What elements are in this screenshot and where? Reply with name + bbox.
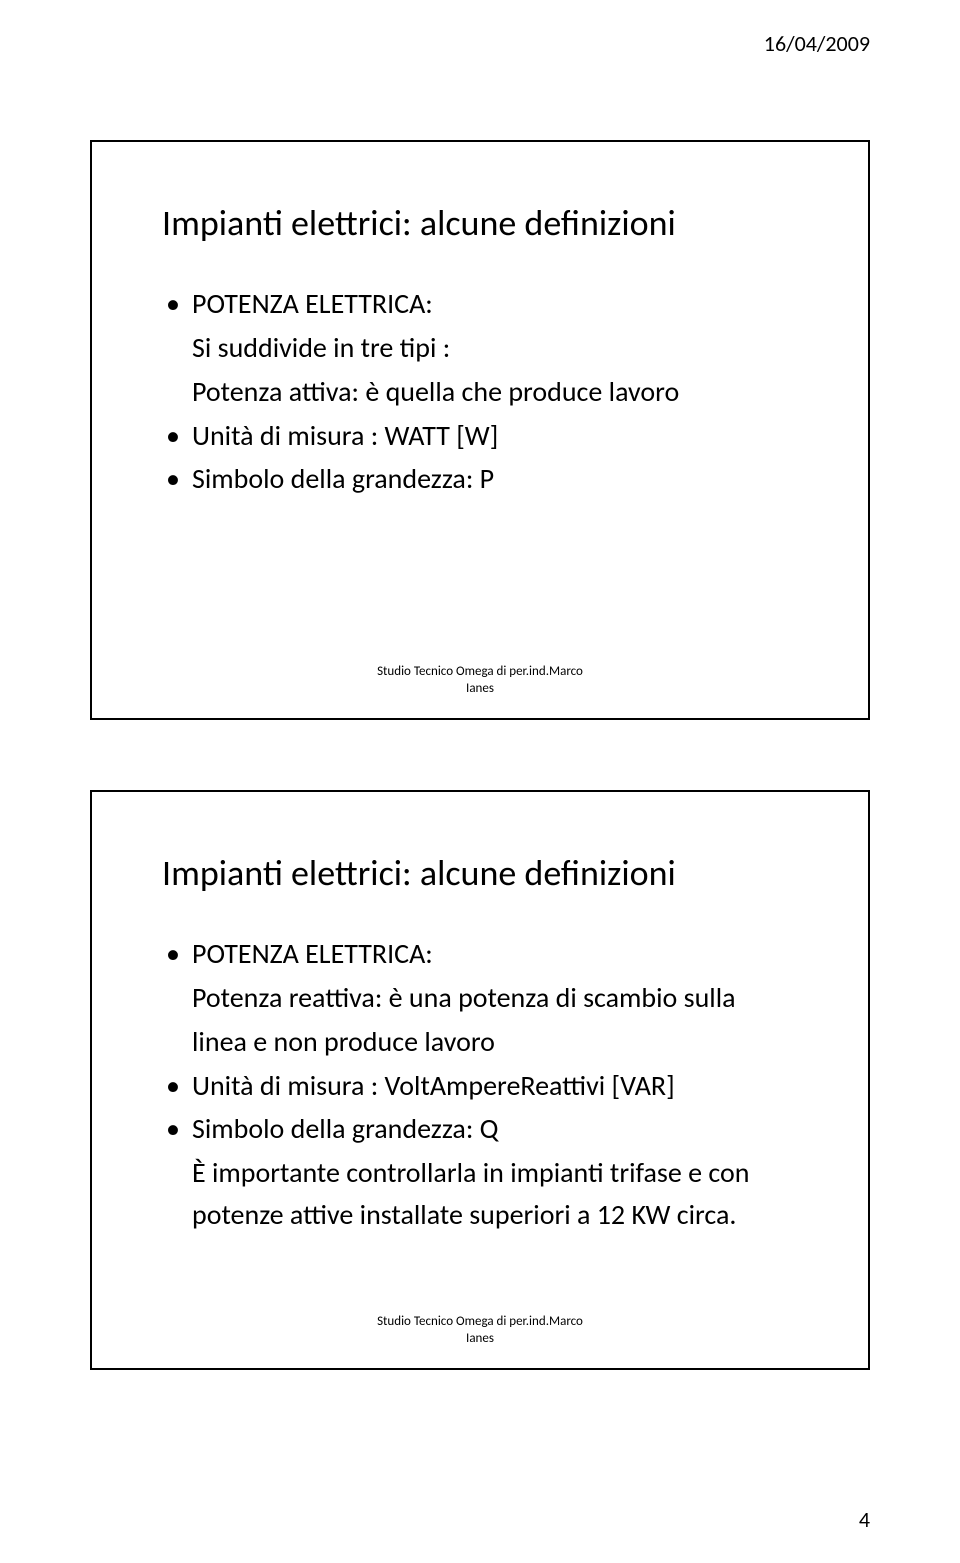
note-l1: È importante controllarla in impianti tr… [162, 1154, 798, 1192]
header-date: 16/04/2009 [764, 30, 870, 57]
bullet-list: Unità di misura : WATT [W] Simbolo della… [162, 417, 798, 499]
slide-1: Impianti elettrici: alcune definizioni P… [90, 140, 870, 720]
slide-2: Impianti elettrici: alcune definizioni P… [90, 790, 870, 1370]
slide-credit: Studio Tecnico Omega di per.ind.Marco Ia… [92, 664, 868, 698]
definition-l2: linea e non produce lavoro [162, 1023, 798, 1061]
note-l2: potenze attive installate superiori a 12… [162, 1196, 798, 1234]
bullet-unit: Unità di misura : WATT [W] [162, 417, 798, 455]
bullet-list: POTENZA ELETTRICA: [162, 285, 798, 323]
credit-line-1: Studio Tecnico Omega di per.ind.Marco [92, 664, 868, 681]
credit-line-1: Studio Tecnico Omega di per.ind.Marco [92, 1314, 868, 1331]
bullet-heading: POTENZA ELETTRICA: [162, 285, 798, 323]
bullet-list: POTENZA ELETTRICA: [162, 935, 798, 973]
subline: Si suddivide in tre tipi : [162, 329, 798, 367]
definition-l1: Potenza reattiva: è una potenza di scamb… [162, 979, 798, 1017]
bullet-symbol: Simbolo della grandezza: P [162, 460, 798, 498]
page-number: 4 [859, 1506, 870, 1533]
bullet-heading: POTENZA ELETTRICA: [162, 935, 798, 973]
slide-title: Impianti elettrici: alcune definizioni [162, 202, 798, 245]
slide-credit: Studio Tecnico Omega di per.ind.Marco Ia… [92, 1314, 868, 1348]
credit-line-2: Ianes [92, 1331, 868, 1348]
credit-line-2: Ianes [92, 681, 868, 698]
bullet-symbol: Simbolo della grandezza: Q [162, 1110, 798, 1148]
bullet-list: Unità di misura : VoltAmpereReattivi [VA… [162, 1067, 798, 1149]
definition: Potenza attiva: è quella che produce lav… [162, 373, 798, 411]
page: 16/04/2009 Impianti elettrici: alcune de… [0, 0, 960, 1563]
bullet-unit: Unità di misura : VoltAmpereReattivi [VA… [162, 1067, 798, 1105]
slide-title: Impianti elettrici: alcune definizioni [162, 852, 798, 895]
